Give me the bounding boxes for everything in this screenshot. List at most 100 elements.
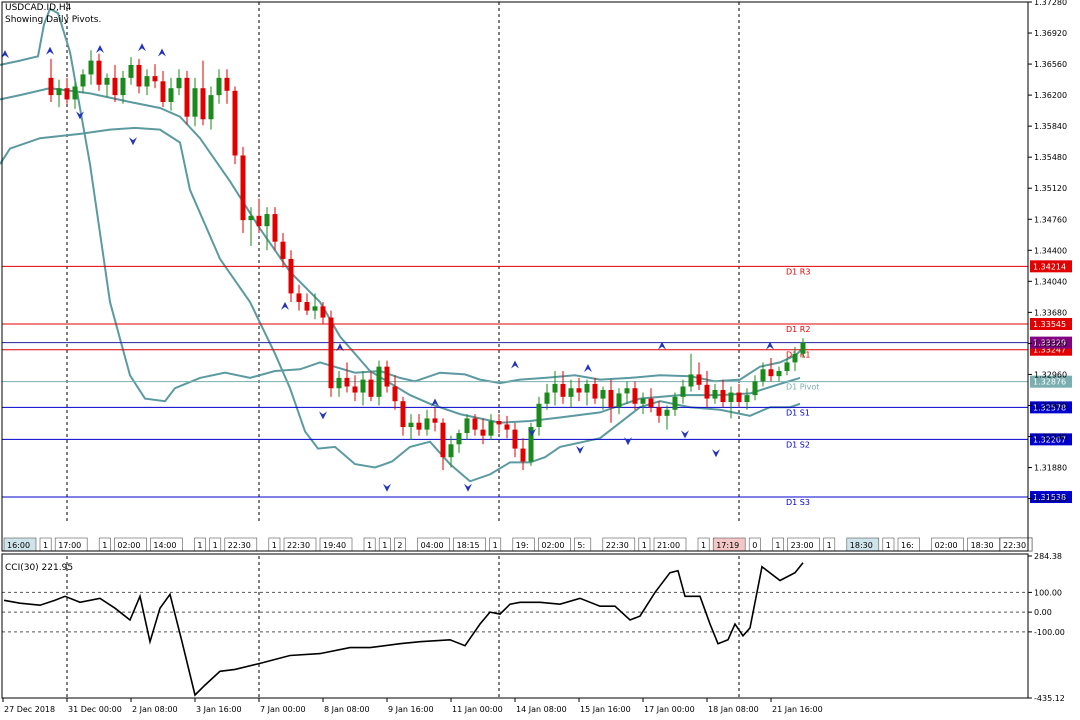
separator-label: 1 xyxy=(775,541,780,550)
candle-body xyxy=(240,155,246,221)
time-tick-label: 18 Jan 08:00 xyxy=(708,705,759,714)
candle-body xyxy=(160,81,166,103)
candle-body xyxy=(800,342,806,354)
candles xyxy=(48,50,806,471)
cci-line xyxy=(3,562,804,697)
pivot-tag xyxy=(1030,491,1072,504)
candle-body xyxy=(784,362,790,371)
candle-body xyxy=(192,88,198,117)
candle-body xyxy=(392,386,398,402)
candle-body xyxy=(728,392,734,403)
candle-body xyxy=(248,215,254,221)
candle-body xyxy=(656,407,662,416)
candle-body xyxy=(328,317,334,389)
cci-panel xyxy=(2,553,1028,697)
fractal-up xyxy=(431,398,439,407)
separator-label: 18:30 xyxy=(850,541,873,550)
candle-body xyxy=(72,86,78,100)
separator-label: 1 xyxy=(701,541,706,550)
candle-body xyxy=(312,306,318,311)
candle-body xyxy=(48,77,54,96)
separator-label: 1 xyxy=(886,541,891,550)
separator-label: 1 xyxy=(367,541,372,550)
separator-label: 1 xyxy=(102,541,107,550)
candle-body xyxy=(528,427,534,462)
time-tick-label: 8 Jan 08:00 xyxy=(324,705,370,714)
candle-body xyxy=(712,389,718,399)
candle-body xyxy=(760,369,766,382)
candle-body xyxy=(96,60,102,85)
candle-body xyxy=(376,366,382,397)
candle-body xyxy=(432,418,438,423)
separator-label: 22:30 xyxy=(1003,541,1026,550)
candle-body xyxy=(296,293,302,303)
separator-label-bar: 16:00 1 17:00 1 02:00 14:00 1 1 22:30 1 22:30 19:40… xyxy=(3,537,1033,552)
candle-body xyxy=(736,392,742,403)
candle-body xyxy=(592,383,598,399)
separator-label: 22:30 xyxy=(287,541,310,550)
candle-body xyxy=(552,383,558,393)
time-tick-label: 3 Jan 16:00 xyxy=(196,705,242,714)
candle-body xyxy=(64,88,70,100)
time-tick-label: 9 Jan 16:00 xyxy=(388,705,434,714)
pivot-name: D1 R1 xyxy=(786,351,810,360)
candle-body xyxy=(144,76,150,87)
price-tick-label: 1.34400 xyxy=(1034,246,1067,255)
candle-body xyxy=(640,398,646,404)
symbol-title: USDCAD.ID,H4 xyxy=(5,3,72,13)
price-tick-label: 1.32240 xyxy=(1034,433,1067,442)
bollinger-bands xyxy=(0,7,804,483)
pivot-tag xyxy=(1030,318,1072,331)
separator-label: 02:00 xyxy=(935,541,958,550)
fractal-up xyxy=(46,46,54,55)
fractal-down xyxy=(681,430,689,439)
candle-body xyxy=(80,74,86,87)
separator-label: 1 xyxy=(272,541,277,550)
cci-frame xyxy=(1,553,1029,699)
candle-body xyxy=(256,215,262,227)
candle-body xyxy=(584,383,590,393)
candle-body xyxy=(576,388,582,393)
candle-body xyxy=(488,420,494,436)
candle-body xyxy=(88,60,94,75)
candle-body xyxy=(104,77,110,85)
candle-body xyxy=(536,403,542,428)
candle-body xyxy=(664,409,670,416)
candle-body xyxy=(792,353,798,363)
candle-body xyxy=(184,77,190,117)
cci-tick-label: -100.00 xyxy=(1034,628,1065,637)
pivot-name: D1 S1 xyxy=(786,408,810,417)
candle-body xyxy=(608,389,614,408)
separator-label: 1 xyxy=(382,541,387,550)
separator-label: 1 xyxy=(213,541,218,550)
price-tick-label: 1.33680 xyxy=(1034,308,1067,317)
price-tick-label: 1.35840 xyxy=(1034,122,1067,131)
axes: 1.37280 1.36920 1.36560 1.36200 1.35840 1.354… xyxy=(1,0,1067,714)
separator-label: 1 xyxy=(827,541,832,550)
price-tick-label: 1.31520 xyxy=(1034,495,1067,504)
indicator-caption: Showing Daily Pivots. xyxy=(5,15,102,25)
bollinger-upper xyxy=(0,7,804,403)
fractal-down xyxy=(712,449,720,458)
fractal-up xyxy=(138,43,146,52)
price-tick-label: 1.32960 xyxy=(1034,370,1067,379)
bollinger-lower xyxy=(0,126,801,483)
cci-title: CCI(30) 221.95 xyxy=(5,563,74,573)
candle-body xyxy=(600,389,606,399)
time-tick-label: 2 Jan 08:00 xyxy=(132,705,178,714)
candle-body xyxy=(112,77,118,96)
price-tick-label: 1.36920 xyxy=(1034,29,1067,38)
candle-body xyxy=(688,374,694,387)
time-tick-label: 17 Jan 00:00 xyxy=(644,705,695,714)
time-tick-label: 15 Jan 16:00 xyxy=(580,705,631,714)
separator-label: 18:30 xyxy=(971,541,994,550)
fractal-up xyxy=(1,50,9,59)
candle-body xyxy=(272,214,278,242)
separator-label: 22:30 xyxy=(228,541,251,550)
candle-body xyxy=(480,429,486,436)
pivot-name: D1 S2 xyxy=(786,440,810,449)
fractal-up xyxy=(766,341,774,350)
separator-label: 19: xyxy=(516,541,529,550)
bollinger-middle xyxy=(0,87,801,424)
candle-body xyxy=(128,64,134,78)
